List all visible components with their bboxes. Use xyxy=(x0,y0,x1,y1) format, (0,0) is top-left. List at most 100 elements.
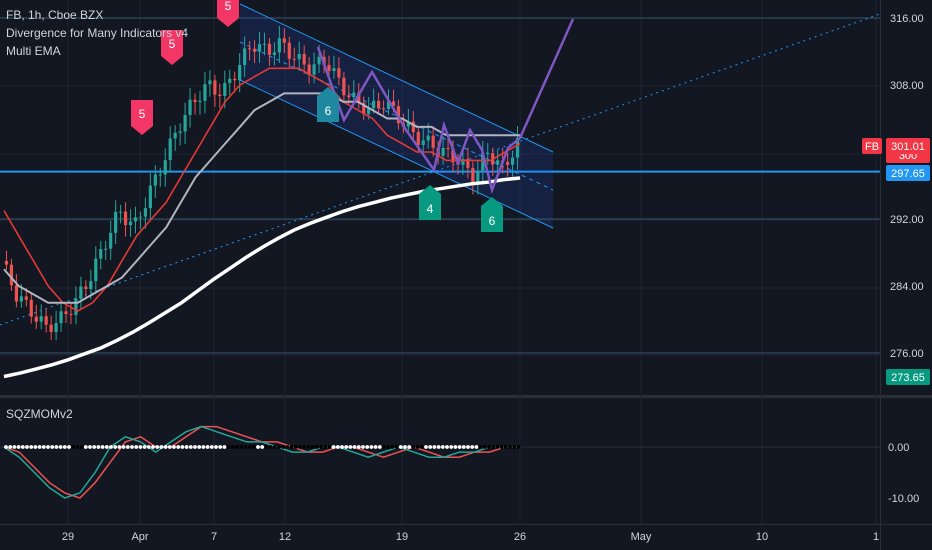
candle-body[interactable] xyxy=(69,314,73,316)
time-tick-label[interactable]: 10 xyxy=(756,531,768,543)
price-tick-label[interactable]: 308.00 xyxy=(890,80,924,92)
candle-body[interactable] xyxy=(352,92,356,98)
time-tick-label[interactable]: 1 xyxy=(873,531,879,543)
price-tick-label[interactable]: 316.00 xyxy=(890,13,924,25)
candle-body[interactable] xyxy=(198,100,202,103)
oscillator-momentum-line[interactable] xyxy=(3,425,520,499)
candle-body[interactable] xyxy=(228,78,232,84)
candle-body[interactable] xyxy=(243,48,247,65)
candle-body[interactable] xyxy=(461,158,465,165)
candle-body[interactable] xyxy=(19,296,23,302)
candle-body[interactable] xyxy=(421,140,425,145)
candle-body[interactable] xyxy=(431,135,435,148)
pattern-line[interactable] xyxy=(316,18,575,195)
time-tick-label[interactable]: 26 xyxy=(514,531,526,543)
candle-body[interactable] xyxy=(357,92,361,103)
candle-body[interactable] xyxy=(188,99,192,116)
candle-body[interactable] xyxy=(193,99,197,103)
candle-body[interactable] xyxy=(302,53,306,65)
candle-body[interactable] xyxy=(4,260,9,265)
candle-body[interactable] xyxy=(173,132,177,139)
candle-body[interactable] xyxy=(49,324,53,333)
candle-body[interactable] xyxy=(223,83,227,97)
candle-body[interactable] xyxy=(510,157,515,165)
candle-body[interactable] xyxy=(411,121,415,133)
candle-body[interactable] xyxy=(158,174,162,176)
candle-body[interactable] xyxy=(79,286,83,299)
candle-body[interactable] xyxy=(386,101,391,110)
candle-body[interactable] xyxy=(118,211,123,213)
price-tick-label[interactable]: 276.00 xyxy=(890,348,924,360)
candle-body[interactable] xyxy=(406,121,410,127)
candle-body[interactable] xyxy=(213,80,217,95)
candle-body[interactable] xyxy=(272,52,277,55)
candle-body[interactable] xyxy=(114,211,118,233)
candle-body[interactable] xyxy=(332,68,336,72)
time-tick-label[interactable]: 12 xyxy=(279,531,291,543)
candle-body[interactable] xyxy=(99,249,103,259)
candle-body[interactable] xyxy=(262,43,267,45)
candle-body[interactable] xyxy=(59,311,63,324)
candles[interactable] xyxy=(4,25,520,341)
candle-body[interactable] xyxy=(376,100,381,109)
candle-body[interactable] xyxy=(505,161,510,165)
oscillator-tick-label[interactable]: -10.00 xyxy=(888,493,919,505)
candle-body[interactable] xyxy=(238,64,242,81)
candle-body[interactable] xyxy=(148,185,152,209)
candle-body[interactable] xyxy=(29,299,33,317)
candle-body[interactable] xyxy=(416,132,420,145)
candle-body[interactable] xyxy=(312,64,316,75)
candle-body[interactable] xyxy=(292,58,296,60)
indicator-divergence[interactable]: Divergence for Many Indicators v4 xyxy=(6,26,189,40)
candle-body[interactable] xyxy=(372,100,376,109)
candle-body[interactable] xyxy=(476,170,480,184)
candle-body[interactable] xyxy=(367,108,371,115)
candle-body[interactable] xyxy=(24,296,28,300)
ema-fast-line[interactable] xyxy=(3,67,521,313)
candle-body[interactable] xyxy=(153,174,157,186)
candle-body[interactable] xyxy=(466,158,470,168)
candle-body[interactable] xyxy=(218,94,222,97)
candle-body[interactable] xyxy=(138,216,143,218)
candle-body[interactable] xyxy=(109,232,113,249)
candle-body[interactable] xyxy=(277,38,281,53)
channel-upper-line[interactable] xyxy=(239,3,554,153)
candle-body[interactable] xyxy=(168,138,172,161)
oscillator-tick-label[interactable]: 0.00 xyxy=(888,442,909,454)
candle-body[interactable] xyxy=(347,95,351,98)
candle-body[interactable] xyxy=(247,48,252,50)
candle-body[interactable] xyxy=(342,77,346,96)
time-tick-label[interactable]: 19 xyxy=(396,531,408,543)
candle-body[interactable] xyxy=(233,78,237,81)
price-tick-label[interactable]: 292.00 xyxy=(890,214,924,226)
candle-body[interactable] xyxy=(267,43,272,55)
candle-body[interactable] xyxy=(74,298,78,315)
symbol-line[interactable]: FB, 1h, Cboe BZX xyxy=(6,8,104,22)
price-tick-label[interactable]: 284.00 xyxy=(890,281,924,293)
time-axis-ticks[interactable]: 29 Apr 7 12 19 26 May 10 1 xyxy=(62,531,879,543)
candle-body[interactable] xyxy=(446,147,450,149)
candle-body[interactable] xyxy=(89,281,93,290)
candle-body[interactable] xyxy=(257,44,262,52)
candle-body[interactable] xyxy=(381,108,386,110)
time-tick-label[interactable]: 29 xyxy=(62,531,74,543)
time-tick-label[interactable]: Apr xyxy=(131,531,148,543)
candle-body[interactable] xyxy=(203,84,207,101)
candle-body[interactable] xyxy=(327,64,331,72)
candle-body[interactable] xyxy=(451,148,455,163)
candle-body[interactable] xyxy=(9,264,14,286)
candle-body[interactable] xyxy=(471,167,475,184)
candle-body[interactable] xyxy=(391,101,396,107)
candle-body[interactable] xyxy=(143,208,148,217)
candle-body[interactable] xyxy=(426,135,430,141)
candle-body[interactable] xyxy=(486,153,490,155)
indicator-sqzmom[interactable]: SQZMOMv2 xyxy=(6,407,73,421)
candle-body[interactable] xyxy=(54,323,58,333)
candle-body[interactable] xyxy=(307,64,311,75)
oscillator-axis-ticks[interactable]: 0.00 -10.00 xyxy=(888,442,919,505)
candle-body[interactable] xyxy=(123,211,128,226)
horizontal-levels[interactable] xyxy=(0,17,880,354)
candle-body[interactable] xyxy=(287,42,291,59)
candle-body[interactable] xyxy=(163,160,167,175)
candle-body[interactable] xyxy=(252,48,257,52)
